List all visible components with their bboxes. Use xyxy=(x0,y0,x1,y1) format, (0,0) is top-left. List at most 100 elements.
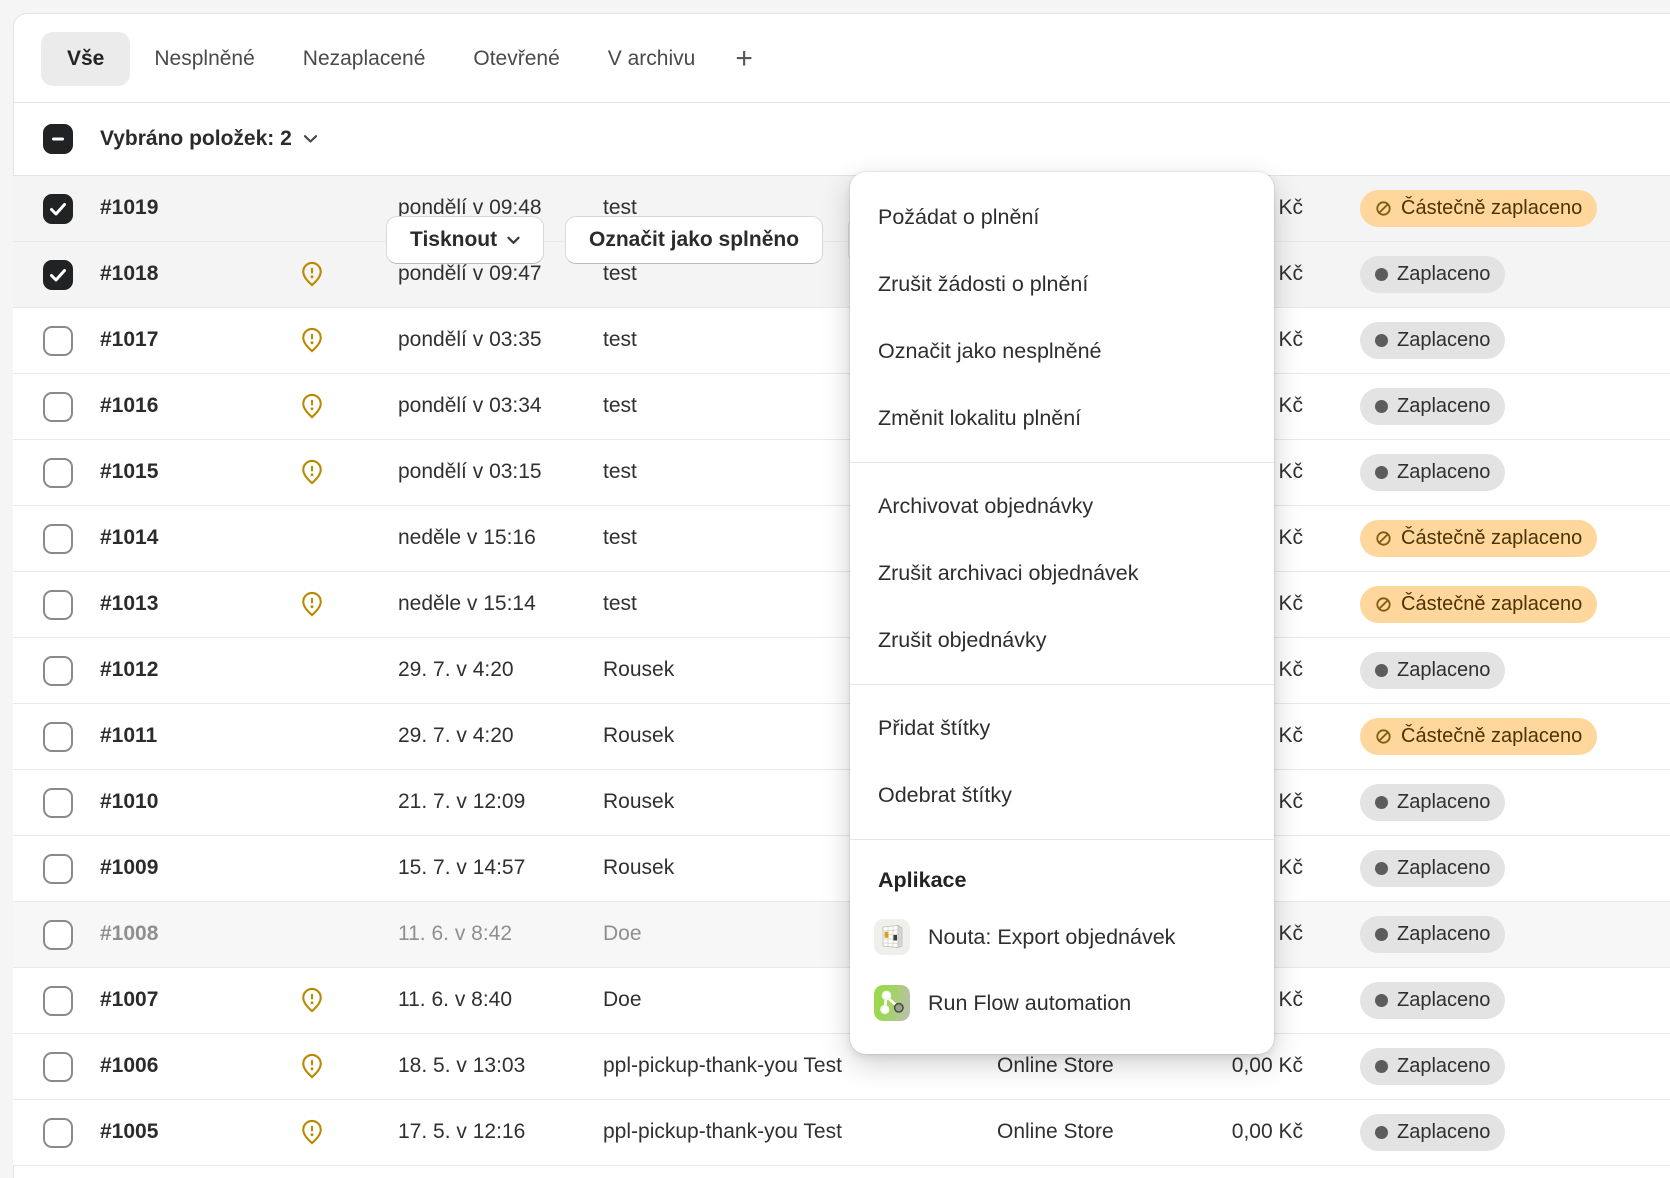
order-number[interactable]: #1006 xyxy=(100,1054,159,1077)
order-total: Kč xyxy=(1278,196,1303,219)
menu-item-cancel-fulfillment-requests[interactable]: Zrušit žádosti o plnění xyxy=(878,272,1089,296)
order-number[interactable]: #1014 xyxy=(100,526,159,549)
row-checkbox[interactable] xyxy=(43,656,73,686)
partially-paid-icon xyxy=(1376,597,1391,612)
table-row[interactable]: #1017 pondělí v 03:35 test Kč Zaplaceno xyxy=(13,308,1670,374)
order-number[interactable]: #1018 xyxy=(100,262,159,285)
table-row[interactable]: #1018 pondělí v 09:47 test Kč Zaplaceno xyxy=(13,242,1670,308)
order-number[interactable]: #1013 xyxy=(100,592,159,615)
order-customer: test xyxy=(603,526,637,549)
table-row[interactable]: #1019 pondělí v 09:48 test Kč Částečně z… xyxy=(13,176,1670,242)
order-total: Kč xyxy=(1278,460,1303,483)
menu-item-run-flow-automation[interactable]: Run Flow automation xyxy=(850,970,1274,1036)
row-checkbox[interactable] xyxy=(43,920,73,950)
payment-status-badge: Zaplaceno xyxy=(1360,454,1506,491)
menu-item-remove-tags[interactable]: Odebrat štítky xyxy=(878,783,1012,807)
order-customer: Rousek xyxy=(603,856,675,879)
fulfillment-warning-icon xyxy=(298,590,326,623)
fulfillment-warning-icon xyxy=(298,1118,326,1151)
menu-item-add-tags[interactable]: Přidat štítky xyxy=(878,716,991,740)
order-number[interactable]: #1007 xyxy=(100,988,159,1011)
order-number[interactable]: #1019 xyxy=(100,196,159,219)
order-number[interactable]: #1012 xyxy=(100,658,159,681)
mark-fulfilled-button[interactable]: Označit jako splněno xyxy=(565,216,824,264)
table-row[interactable]: #1016 pondělí v 03:34 test Kč Zaplaceno xyxy=(13,374,1670,440)
row-checkbox[interactable] xyxy=(43,392,73,422)
order-date: 15. 7. v 14:57 xyxy=(398,856,526,879)
row-checkbox[interactable] xyxy=(43,524,73,554)
table-row[interactable]: #1008 11. 6. v 8:42 Doe Kč Zaplaceno xyxy=(13,902,1670,968)
table-row[interactable]: #1007 11. 6. v 8:40 Doe Kč Zaplaceno xyxy=(13,968,1670,1034)
apps-section-header: Aplikace xyxy=(878,868,967,892)
menu-item-mark-unfulfilled[interactable]: Označit jako nesplněné xyxy=(878,339,1102,363)
tab-otevrene[interactable]: Otevřené xyxy=(473,47,560,70)
fulfillment-warning-icon xyxy=(298,458,326,491)
row-checkbox[interactable] xyxy=(43,458,73,488)
order-number[interactable]: #1005 xyxy=(100,1120,159,1143)
row-checkbox[interactable] xyxy=(43,722,73,752)
partially-paid-icon xyxy=(1376,729,1391,744)
row-checkbox[interactable] xyxy=(43,194,73,224)
table-row[interactable]: #1009 15. 7. v 14:57 Rousek Kč Zaplaceno xyxy=(13,836,1670,902)
payment-status-badge: Zaplaceno xyxy=(1360,850,1506,887)
partially-paid-icon xyxy=(1376,201,1391,216)
table-row[interactable]: #1005 17. 5. v 12:16 ppl-pickup-thank-yo… xyxy=(13,1100,1670,1166)
row-checkbox[interactable] xyxy=(43,260,73,290)
table-row[interactable]: #1010 21. 7. v 12:09 Rousek Kč Zaplaceno xyxy=(13,770,1670,836)
selection-count-dropdown[interactable]: Vybráno položek: 2 xyxy=(100,102,318,175)
order-date: 29. 7. v 4:20 xyxy=(398,658,514,681)
menu-item-cancel-orders[interactable]: Zrušit objednávky xyxy=(878,628,1047,652)
row-checkbox[interactable] xyxy=(43,788,73,818)
tab-nezaplacene[interactable]: Nezaplacené xyxy=(302,47,426,70)
order-number[interactable]: #1011 xyxy=(100,724,158,747)
bulkbar-divider xyxy=(13,175,1670,176)
menu-item-label: Nouta: Export objednávek xyxy=(928,924,1176,949)
payment-status-label: Zaplaceno xyxy=(1397,659,1491,681)
table-row[interactable]: #1015 pondělí v 03:15 test Kč Zaplaceno xyxy=(13,440,1670,506)
table-row[interactable]: #1013 neděle v 15:14 test Kč Částečně za… xyxy=(13,572,1670,638)
row-checkbox[interactable] xyxy=(43,1118,73,1148)
payment-status-label: Zaplaceno xyxy=(1397,989,1491,1011)
order-total: 0,00 Kč xyxy=(1231,1120,1303,1143)
menu-item-change-fulfillment-location[interactable]: Změnit lokalitu plnění xyxy=(878,406,1082,430)
row-checkbox[interactable] xyxy=(43,326,73,356)
menu-item-request-fulfillment[interactable]: Požádat o plnění xyxy=(878,205,1040,229)
menu-item-archive-orders[interactable]: Archivovat objednávky xyxy=(878,494,1094,518)
payment-status-label: Zaplaceno xyxy=(1397,923,1491,945)
row-checkbox[interactable] xyxy=(43,986,73,1016)
order-number[interactable]: #1016 xyxy=(100,394,159,417)
menu-item-unarchive-orders[interactable]: Zrušit archivaci objednávek xyxy=(878,561,1139,585)
menu-item-nouta-export[interactable]: Nouta: Export objednávek xyxy=(850,904,1274,970)
chevron-down-icon xyxy=(303,134,317,143)
order-customer: test xyxy=(603,262,637,285)
chevron-down-icon xyxy=(507,236,520,244)
table-row[interactable]: #1011 29. 7. v 4:20 Rousek Kč Částečně z… xyxy=(13,704,1670,770)
paid-dot-icon xyxy=(1375,664,1388,677)
order-number[interactable]: #1008 xyxy=(100,922,159,945)
table-row[interactable]: #1014 neděle v 15:16 test Kč Částečně za… xyxy=(13,506,1670,572)
order-number[interactable]: #1017 xyxy=(100,328,159,351)
select-all-checkbox[interactable] xyxy=(43,124,73,154)
mark-fulfilled-label: Označit jako splněno xyxy=(589,228,800,251)
tab-nesplnene[interactable]: Nesplněné xyxy=(154,47,255,70)
tab-vse[interactable]: Vše xyxy=(41,32,131,86)
row-checkbox[interactable] xyxy=(43,590,73,620)
order-total: Kč xyxy=(1278,988,1303,1011)
menu-divider xyxy=(850,839,1274,840)
order-number[interactable]: #1015 xyxy=(100,460,159,483)
print-button-label: Tisknout xyxy=(410,228,498,251)
payment-status-label: Částečně zaplaceno xyxy=(1401,593,1583,615)
order-number[interactable]: #1009 xyxy=(100,856,159,879)
row-checkbox[interactable] xyxy=(43,854,73,884)
add-view-button[interactable]: + xyxy=(735,42,753,75)
tab-v-archivu[interactable]: V archivu xyxy=(607,47,696,70)
table-row[interactable]: #1012 29. 7. v 4:20 Rousek Kč Zaplaceno xyxy=(13,638,1670,704)
order-channel: Online Store xyxy=(997,1054,1114,1077)
payment-status-label: Částečně zaplaceno xyxy=(1401,527,1583,549)
row-checkbox[interactable] xyxy=(43,1052,73,1082)
order-number[interactable]: #1010 xyxy=(100,790,159,813)
table-row[interactable]: #1006 18. 5. v 13:03 ppl-pickup-thank-yo… xyxy=(13,1034,1670,1100)
order-total: Kč xyxy=(1278,262,1303,285)
order-total: Kč xyxy=(1278,790,1303,813)
print-button[interactable]: Tisknout xyxy=(386,216,545,264)
